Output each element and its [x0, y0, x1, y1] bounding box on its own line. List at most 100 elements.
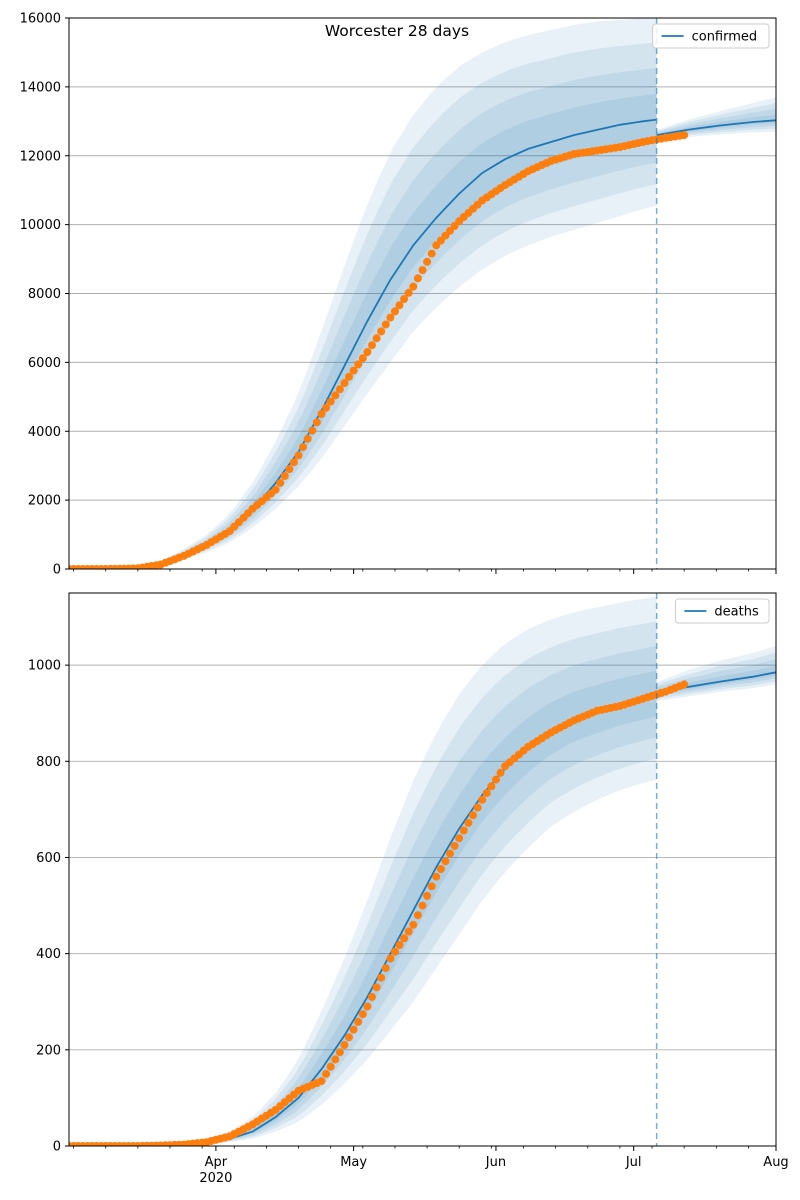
x-tick-label: Jul	[625, 1155, 642, 1170]
uncertainty-band	[69, 645, 657, 1146]
y-tick-label: 14000	[20, 80, 61, 95]
legend-box	[652, 23, 770, 49]
legend-label: deaths	[714, 605, 759, 620]
uncertainty-band	[69, 18, 657, 569]
observed-point	[377, 973, 386, 982]
observed-point	[436, 865, 445, 873]
uncertainty-band	[69, 621, 657, 1146]
observed-point	[464, 818, 473, 827]
observed-point	[455, 834, 464, 843]
observed-point	[335, 385, 344, 394]
legend-label: confirmed	[692, 30, 758, 45]
observed-point	[317, 1077, 326, 1086]
x-tick-label: Aug	[763, 1155, 788, 1170]
x-tick-label: May	[340, 1155, 367, 1170]
observed-point	[427, 882, 436, 891]
observed-point	[368, 992, 376, 1001]
observed-point	[450, 841, 459, 850]
observed-point	[441, 857, 450, 866]
observed-point	[395, 941, 404, 949]
observed-point	[322, 1069, 331, 1078]
y-tick-label: 800	[36, 755, 61, 770]
observed-point	[322, 403, 331, 412]
y-tick-label: 400	[36, 947, 61, 962]
observed-point	[381, 320, 390, 329]
observed-point	[418, 901, 427, 910]
observed-point	[391, 947, 399, 956]
observed-point	[349, 366, 358, 375]
observed-point	[290, 458, 298, 467]
observed-point	[469, 811, 477, 820]
observed-point	[345, 372, 353, 381]
observed-point	[308, 426, 317, 435]
x-tick-label: Apr	[205, 1155, 228, 1170]
observed-point	[358, 354, 367, 363]
plot-area	[69, 596, 776, 1146]
observed-point	[271, 485, 280, 494]
observed-point	[354, 1017, 363, 1026]
observed-point	[377, 327, 386, 336]
observed-point	[303, 434, 312, 443]
observed-point	[331, 391, 340, 400]
y-tick-label: 4000	[28, 425, 61, 440]
observed-point	[482, 789, 491, 797]
observed-point	[413, 911, 422, 920]
observed-point	[432, 872, 441, 881]
observed-point	[331, 1055, 340, 1064]
y-tick-label: 10000	[20, 218, 61, 233]
y-tick-label: 200	[36, 1043, 61, 1058]
observed-point	[409, 920, 418, 929]
observed-point	[418, 266, 427, 275]
figure-title: Worcester 28 days	[325, 22, 469, 40]
observed-point	[423, 257, 432, 266]
observed-point	[395, 301, 404, 310]
uncertainty-band	[69, 596, 657, 1146]
observed-point	[680, 680, 689, 689]
y-tick-label: 6000	[28, 356, 61, 371]
y-tick-label: 600	[36, 851, 61, 866]
observed-point	[345, 1033, 353, 1042]
observed-point	[381, 964, 390, 973]
observed-point	[363, 348, 372, 356]
plot-area	[69, 18, 776, 569]
observed-point	[459, 826, 468, 835]
observed-point	[404, 288, 413, 297]
observed-point	[478, 795, 487, 804]
observed-point	[400, 295, 409, 303]
observed-point	[427, 249, 436, 258]
legend-box	[674, 598, 770, 624]
observed-point	[400, 934, 409, 943]
observed-point	[340, 1041, 349, 1049]
legend: confirmed	[652, 23, 770, 49]
observed-point	[423, 891, 432, 900]
observed-point	[326, 397, 335, 406]
y-tick-label: 2000	[28, 494, 61, 509]
observed-point	[404, 927, 413, 936]
y-tick-label: 0	[53, 563, 61, 578]
observed-point	[312, 418, 321, 427]
y-tick-label: 0	[53, 1140, 61, 1155]
observed-point	[487, 782, 496, 791]
observed-point	[358, 1010, 367, 1019]
forecast-line	[656, 119, 776, 136]
legend: deaths	[674, 598, 770, 624]
uncertainty-band	[69, 67, 657, 569]
y-tick-label: 16000	[20, 12, 61, 27]
uncertainty-band	[69, 670, 657, 1146]
x-tick-label: Jun	[485, 1155, 506, 1170]
observed-point	[317, 410, 326, 418]
observed-point	[276, 478, 285, 487]
axes-frame	[68, 592, 777, 1147]
observed-point	[413, 274, 422, 283]
y-tick-label: 12000	[20, 149, 61, 164]
observed-point	[372, 334, 381, 343]
observed-point	[391, 307, 399, 316]
observed-point	[280, 472, 289, 480]
observed-point	[496, 768, 505, 777]
observed-point	[354, 360, 363, 369]
observed-point	[340, 379, 349, 387]
observed-point	[299, 443, 308, 452]
observed-point	[363, 1002, 372, 1011]
